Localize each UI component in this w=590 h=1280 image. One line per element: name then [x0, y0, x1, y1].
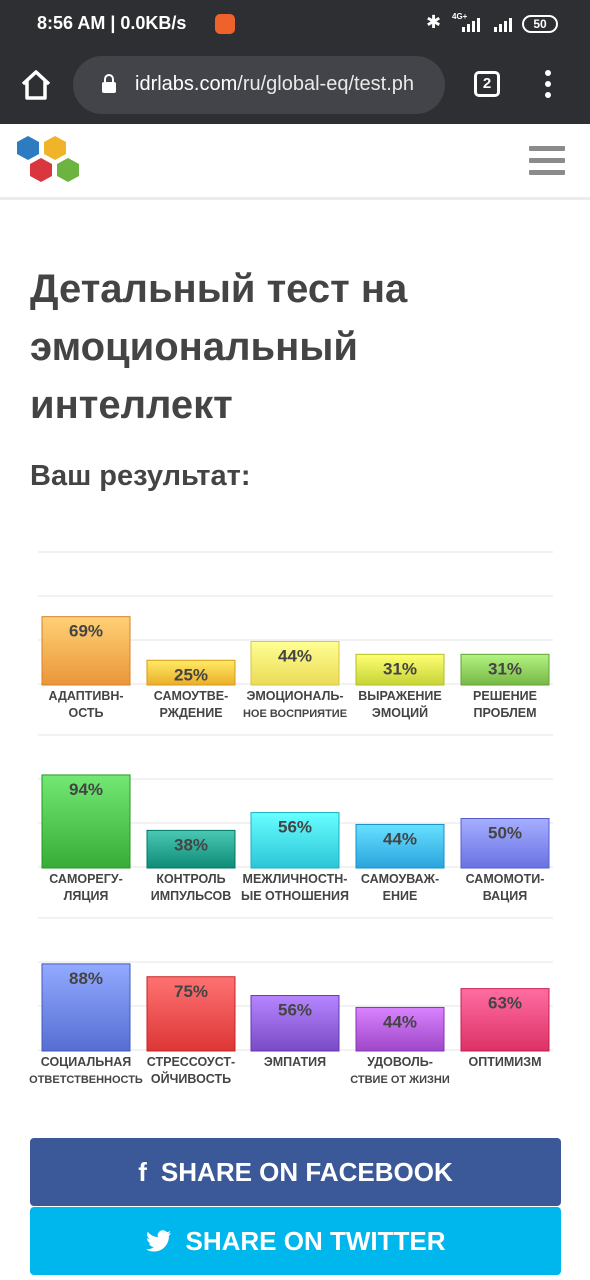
chart-bar-value: 50%: [488, 824, 522, 843]
status-bar: 8:56 AM | 0.0KB/s ✱ 4G+ 50: [0, 0, 590, 48]
chart-bar: [250, 640, 340, 686]
chart-category-label: ЭМПАТИЯ: [264, 1055, 326, 1069]
page-title-line: эмоциональный: [30, 325, 358, 369]
chart-bar: [355, 823, 445, 869]
chart-bar: [41, 616, 131, 686]
chart-category-label: ПРОБЛЕМ: [473, 706, 536, 720]
chart-bar: [41, 774, 131, 869]
chart-bar-value: 94%: [69, 780, 103, 799]
chart-bar-value: 44%: [383, 829, 417, 848]
chart-bar-value: 31%: [383, 659, 417, 678]
result-label: Ваш результат:: [30, 460, 251, 492]
results-bar-chart: 69% АДАПТИВН- ОСТЬ 25% САМОУТВЕ- РЖДЕНИЕ 44% ЭМ…: [29, 551, 553, 1086]
screen-recorder-icon: [215, 14, 235, 34]
twitter-icon: [145, 1230, 171, 1252]
chart-category-label: САМОУТВЕ-: [154, 689, 229, 703]
page-title: Детальный тест на эмоциональный интеллек…: [30, 260, 550, 434]
menu-hamburger-icon[interactable]: [529, 146, 565, 178]
chart-category-label: ЫЕ ОТНОШЕНИЯ: [241, 889, 349, 903]
chart-category-label: НОЕ ВОСПРИЯТИЕ: [243, 708, 347, 720]
chart-bar-value: 63%: [488, 994, 522, 1013]
facebook-icon: f: [138, 1156, 147, 1187]
chart-category-label: ИМПУЛЬСОВ: [151, 889, 232, 903]
chart-category-label: ЕНИЕ: [383, 889, 418, 903]
chart-category-label: РЕШЕНИЕ: [473, 689, 537, 703]
chart-bar: [460, 818, 550, 869]
more-options-icon[interactable]: [543, 70, 553, 100]
chart-category-label: АДАПТИВН-: [48, 689, 123, 703]
chart-category-label: САМОМОТИ-: [466, 872, 545, 886]
chart-bar: [355, 1006, 445, 1052]
page-title-line: Детальный тест на: [30, 267, 408, 311]
chart-category-label: ОТВЕТСТВЕННОСТЬ: [29, 1074, 143, 1086]
share-facebook-label: SHARE ON FACEBOOK: [160, 1156, 453, 1187]
chart-category-label: ВЫРАЖЕНИЕ: [358, 689, 442, 703]
chart-bar-value: 44%: [278, 646, 312, 665]
chart-bar-value: 31%: [488, 659, 522, 678]
chart-category-label: МЕЖЛИЧНОСТН-: [243, 872, 348, 886]
chart-bar: [355, 653, 445, 686]
page-title-line: интеллект: [30, 383, 233, 427]
chart-category-label: СТВИЕ ОТ ЖИЗНИ: [350, 1074, 450, 1086]
chart-category-label: ЭМОЦИОНАЛЬ-: [247, 689, 344, 703]
chart-bar: [250, 812, 340, 869]
chart-bar: [460, 653, 550, 686]
chart-category-label: ВАЦИЯ: [483, 889, 528, 903]
url-path: /ru/global-eq/test.ph: [237, 73, 415, 95]
share-twitter-label: SHARE ON TWITTER: [185, 1225, 446, 1256]
chart-bar-value: 44%: [383, 1012, 417, 1031]
network-type: 4G+: [452, 12, 468, 21]
home-icon[interactable]: [19, 68, 53, 102]
chart-category-label: КОНТРОЛЬ: [156, 872, 225, 886]
chart-bar-value: 75%: [174, 982, 208, 1001]
chart-bar-value: 56%: [278, 1001, 312, 1020]
site-header: [0, 124, 590, 200]
chart-bar-value: 38%: [174, 835, 208, 854]
lock-icon: [102, 74, 116, 93]
battery-icon: 50: [522, 15, 558, 33]
share-twitter-button[interactable]: SHARE ON TWITTER: [30, 1207, 561, 1275]
chart-category-label: ОПТИМИЗМ: [469, 1055, 542, 1069]
signal-icon: [462, 16, 480, 32]
chart-category-label: ОЙЧИВОСТЬ: [151, 1071, 231, 1086]
chart-bar: [146, 829, 236, 869]
tab-switcher-button[interactable]: 2: [474, 71, 500, 97]
address-bar[interactable]: idrlabs.com/ru/global-eq/test.ph: [73, 56, 445, 114]
chart-category-label: САМОРЕГУ-: [49, 872, 123, 886]
chart-category-label: ОСТЬ: [68, 706, 103, 720]
chart-category-label: УДОВОЛЬ-: [367, 1055, 433, 1069]
bluetooth-icon: ✱: [426, 12, 442, 32]
chart-bar: [460, 988, 550, 1052]
signal-icon-2: [494, 16, 512, 32]
browser-toolbar: idrlabs.com/ru/global-eq/test.ph 2: [0, 48, 590, 124]
idrlabs-logo[interactable]: [14, 134, 84, 190]
chart-bar-value: 56%: [278, 818, 312, 837]
status-time: 8:56 AM | 0.0KB/s: [37, 13, 187, 33]
chart-bar: [146, 659, 236, 686]
chart-bar-value: 88%: [69, 969, 103, 988]
url-text[interactable]: idrlabs.com/ru/global-eq/test.ph: [135, 73, 433, 96]
chart-bar-value: 25%: [174, 665, 208, 684]
chart-bar: [146, 976, 236, 1052]
chart-bar: [250, 995, 340, 1052]
chart-category-label: ЭМОЦИЙ: [372, 705, 428, 720]
chart-category-label: РЖДЕНИЕ: [159, 706, 222, 720]
chart-bar: [41, 963, 131, 1052]
chart-category-label: СТРЕССОУСТ-: [147, 1055, 235, 1069]
chart-category-label: СОЦИАЛЬНАЯ: [41, 1055, 132, 1069]
chart-bar-value: 69%: [69, 622, 103, 641]
chart-category-label: ЛЯЦИЯ: [64, 889, 109, 903]
url-host: idrlabs.com: [135, 73, 238, 95]
chart-category-label: САМОУВАЖ-: [361, 872, 439, 886]
share-facebook-button[interactable]: f SHARE ON FACEBOOK: [30, 1138, 561, 1206]
